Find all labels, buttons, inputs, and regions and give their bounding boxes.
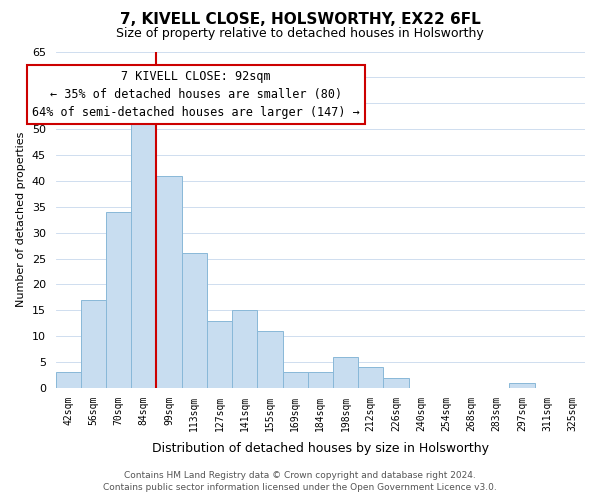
Bar — [333, 357, 358, 388]
Bar — [308, 372, 333, 388]
Bar — [509, 383, 535, 388]
Bar — [257, 331, 283, 388]
Bar — [182, 254, 207, 388]
Text: 7, KIVELL CLOSE, HOLSWORTHY, EX22 6FL: 7, KIVELL CLOSE, HOLSWORTHY, EX22 6FL — [119, 12, 481, 28]
X-axis label: Distribution of detached houses by size in Holsworthy: Distribution of detached houses by size … — [152, 442, 489, 455]
Bar — [283, 372, 308, 388]
Bar — [157, 176, 182, 388]
Bar — [358, 368, 383, 388]
Text: Size of property relative to detached houses in Holsworthy: Size of property relative to detached ho… — [116, 28, 484, 40]
Bar — [383, 378, 409, 388]
Bar — [81, 300, 106, 388]
Bar — [207, 320, 232, 388]
Bar — [131, 114, 157, 388]
Text: 7 KIVELL CLOSE: 92sqm
← 35% of detached houses are smaller (80)
64% of semi-deta: 7 KIVELL CLOSE: 92sqm ← 35% of detached … — [32, 70, 360, 119]
Bar — [106, 212, 131, 388]
Y-axis label: Number of detached properties: Number of detached properties — [16, 132, 26, 308]
Bar — [232, 310, 257, 388]
Text: Contains HM Land Registry data © Crown copyright and database right 2024.
Contai: Contains HM Land Registry data © Crown c… — [103, 471, 497, 492]
Bar — [56, 372, 81, 388]
